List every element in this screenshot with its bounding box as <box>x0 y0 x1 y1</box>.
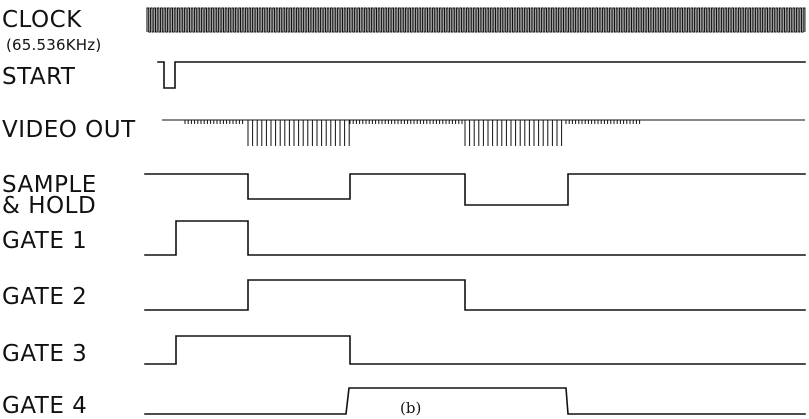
gate2-waveform <box>144 279 806 311</box>
video-out-waveform <box>162 119 805 146</box>
gate1-label: GATE 1 <box>2 228 87 254</box>
sample-hold-label-line1: SAMPLE <box>2 172 97 198</box>
clock-waveform <box>146 7 806 33</box>
gate2-label: GATE 2 <box>2 284 87 310</box>
clock-label: CLOCK <box>2 7 82 33</box>
video-out-label: VIDEO OUT <box>2 117 136 143</box>
clock-frequency-label: (65.536KHz) <box>6 36 101 54</box>
gate4-waveform <box>144 387 806 415</box>
sample-hold-label-line2: & HOLD <box>2 193 96 219</box>
figure-caption: (b) <box>400 399 421 417</box>
sample-hold-waveform <box>144 173 806 206</box>
gate3-label: GATE 3 <box>2 341 87 367</box>
gate1-waveform <box>144 220 806 256</box>
start-label: START <box>2 64 76 90</box>
gate4-label: GATE 4 <box>2 393 87 419</box>
gate3-waveform <box>144 335 806 365</box>
start-waveform <box>157 61 806 89</box>
